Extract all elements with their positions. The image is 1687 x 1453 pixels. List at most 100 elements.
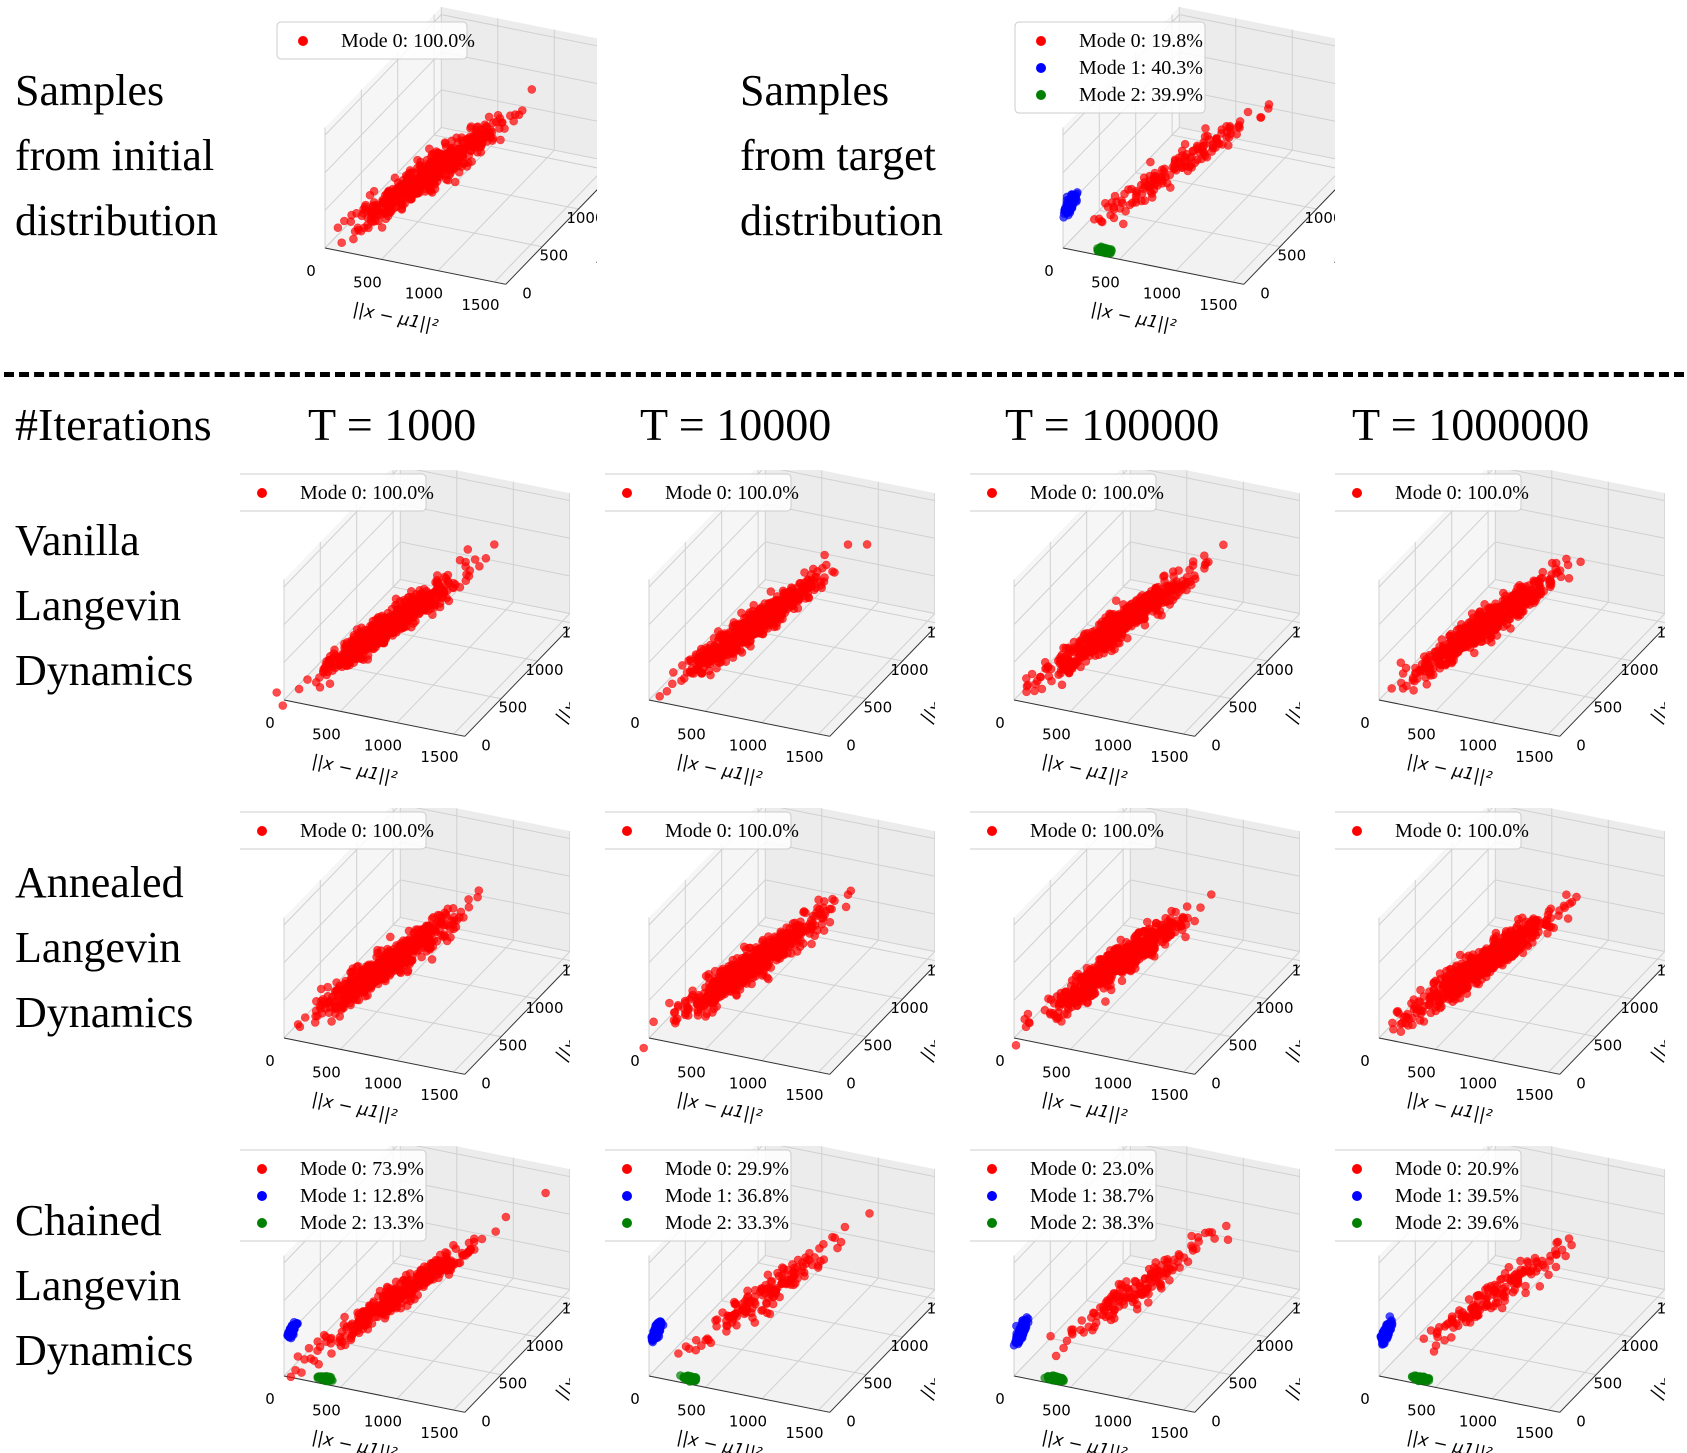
mode-0-point xyxy=(1472,631,1482,640)
x-tick-label: 1000 xyxy=(729,1075,767,1093)
mode-0-point xyxy=(303,675,312,684)
mode-0-point xyxy=(808,911,818,921)
mode-0-point xyxy=(386,932,395,942)
initial-label-line-3: distribution xyxy=(15,196,218,245)
y-axis-label: ||x − μ2||² xyxy=(593,195,597,276)
scatter-points xyxy=(655,540,872,701)
y-tick-label: 500 xyxy=(1594,699,1623,717)
y-tick-label: 1000 xyxy=(890,999,928,1017)
legend-entry-mode-0: Mode 0: 100.0% xyxy=(1030,482,1164,504)
axes-3d: 050010001500050010001500050010001500||x … xyxy=(605,808,935,1127)
mode-0-point xyxy=(442,586,452,595)
x-tick-label: 0 xyxy=(265,714,275,732)
mode-0-point xyxy=(490,540,499,549)
mode-0-point xyxy=(769,622,779,632)
mode-0-point xyxy=(1218,140,1227,149)
y-tick-label: 1000 xyxy=(1304,209,1335,227)
mode-0-point xyxy=(1140,196,1150,205)
x-tick-label: 500 xyxy=(677,725,706,743)
mode-0-point xyxy=(409,168,419,177)
mode-0-point xyxy=(346,984,356,993)
mode-0-point xyxy=(452,133,461,142)
axes-3d: 050010001500050010001500050010001500||x … xyxy=(240,470,570,789)
y-tick-label: 1000 xyxy=(1620,661,1658,679)
plot-vanilla-t1000000: 050010001500050010001500050010001500||x … xyxy=(1335,470,1665,789)
mode-0-point xyxy=(806,576,816,586)
y-tick-label: 500 xyxy=(864,1037,893,1055)
mode-0-point xyxy=(1551,569,1561,578)
mode-0-point xyxy=(434,152,443,161)
mode-0-point xyxy=(325,679,335,688)
mode-0-point xyxy=(686,657,696,666)
mode-0-point xyxy=(1243,107,1253,117)
mode-0-point xyxy=(1437,635,1447,644)
legend-marker-mode-1 xyxy=(1036,63,1046,73)
scatter-points xyxy=(1021,540,1228,697)
x-tick-label: 500 xyxy=(1091,273,1120,291)
z-gridline xyxy=(283,879,570,1001)
mode-0-point xyxy=(1452,648,1462,658)
mode-0-point xyxy=(411,616,420,626)
axes-3d: 050010001500050010001500050010001500||x … xyxy=(240,808,570,1127)
mode-0-point xyxy=(1217,125,1227,134)
mode-0-point xyxy=(466,146,476,155)
y-axis-line xyxy=(464,964,570,1075)
target-label-line-2: from target xyxy=(740,131,936,180)
mode-0-point xyxy=(1120,610,1129,619)
legend-entry-mode-0: Mode 0: 19.8% xyxy=(1079,30,1203,52)
back-pane xyxy=(441,7,597,159)
y-axis-line xyxy=(464,626,570,737)
floor-pane xyxy=(284,579,570,737)
x-tick-label: 0 xyxy=(630,1052,640,1070)
mode-0-point xyxy=(424,601,434,610)
mode-0-point xyxy=(340,988,350,997)
y-tick-label: 1500 xyxy=(927,961,935,979)
vanilla-label-line-3: Dynamics xyxy=(15,646,194,695)
mode-0-point xyxy=(426,943,435,953)
mode-0-point xyxy=(1502,596,1512,606)
y-tick-label: 1000 xyxy=(890,661,928,679)
chained-label-line-1: Chained xyxy=(15,1196,162,1245)
mode-0-point xyxy=(401,185,411,195)
mode-0-point xyxy=(1429,664,1438,673)
mode-0-point xyxy=(1425,652,1435,661)
mode-0-point xyxy=(349,234,358,244)
x-tick-label: 1500 xyxy=(1150,748,1188,766)
floor-pane xyxy=(284,917,570,1075)
mode-0-point xyxy=(432,937,442,946)
y-axis-line xyxy=(505,189,597,285)
mode-0-point xyxy=(678,661,687,670)
mode-1-point xyxy=(1063,204,1073,213)
mode-0-point xyxy=(1523,597,1532,606)
legend-entry-mode-0: Mode 0: 100.0% xyxy=(341,30,475,52)
y-tick-label: 1500 xyxy=(1292,623,1300,641)
x-tick-label: 1000 xyxy=(729,737,767,755)
mode-0-point xyxy=(1219,540,1228,550)
mode-0-point xyxy=(763,962,772,972)
mode-0-point xyxy=(333,223,343,232)
target-label-line-3: distribution xyxy=(740,196,943,245)
x-axis-label: ||x − μ1||² xyxy=(675,1089,764,1127)
mode-0-point xyxy=(441,920,450,929)
mode-0-point xyxy=(465,132,474,142)
mode-0-point xyxy=(475,562,484,571)
y-tick-label: 0 xyxy=(481,736,491,754)
z-gridline xyxy=(648,879,935,1001)
mode-0-point xyxy=(722,650,732,660)
mode-0-point xyxy=(807,939,816,949)
mode-0-point xyxy=(1095,637,1104,647)
scatter-points xyxy=(293,886,484,1032)
mode-0-point xyxy=(337,238,346,247)
mode-2-point xyxy=(1102,247,1112,257)
x-tick-label: 1500 xyxy=(420,1086,458,1104)
mode-0-point xyxy=(358,643,368,653)
mode-0-point xyxy=(413,937,422,946)
legend: Mode 0: 100.0% xyxy=(240,811,434,850)
z-gridline xyxy=(283,470,570,588)
mode-0-point xyxy=(766,587,776,596)
mode-0-point xyxy=(1066,658,1075,667)
mode-0-point xyxy=(403,593,413,602)
mode-0-point xyxy=(830,568,839,577)
x-gridline xyxy=(1232,175,1335,283)
mode-0-point xyxy=(278,701,288,710)
